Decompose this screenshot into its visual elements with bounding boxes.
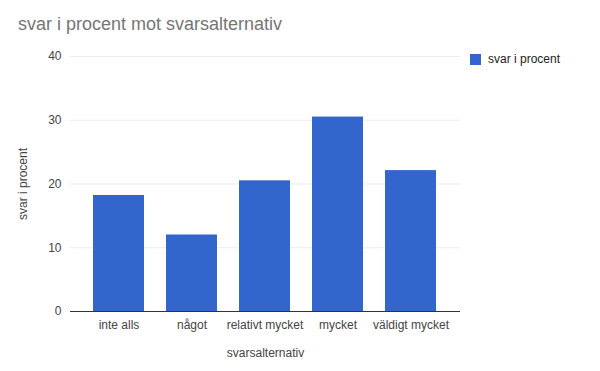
svg-text:0: 0 <box>55 304 62 318</box>
svg-text:något: något <box>177 318 208 332</box>
svg-text:svarsalternativ: svarsalternativ <box>227 346 304 360</box>
svg-text:väldigt mycket: väldigt mycket <box>373 318 450 332</box>
svg-text:inte alls: inte alls <box>99 318 140 332</box>
html-text:svar i procent: svar i procent <box>488 52 560 66</box>
html-text:svar i procent mot svarsaltern: svar i procent mot svarsalternativ <box>18 14 283 34</box>
svg-text:relativt mycket: relativt mycket <box>227 318 304 332</box>
svg-text:20: 20 <box>48 177 62 191</box>
svg-text:40: 40 <box>48 49 62 63</box>
svg-text:30: 30 <box>48 113 62 127</box>
svg-text:mycket: mycket <box>319 318 358 332</box>
svg-text:svar i procent: svar i procent <box>16 147 30 220</box>
svg-text:10: 10 <box>48 241 62 255</box>
